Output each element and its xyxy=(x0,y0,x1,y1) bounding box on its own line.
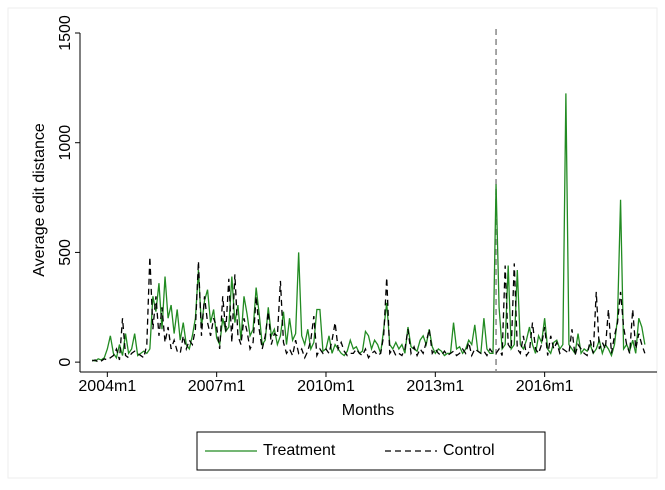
x-axis-label: Months xyxy=(342,402,394,419)
x-tick-label: 2007m1 xyxy=(188,378,246,395)
chart-background xyxy=(7,7,658,479)
legend-label: Control xyxy=(443,442,495,459)
y-tick-label: 1500 xyxy=(57,15,74,51)
y-tick-label: 0 xyxy=(57,358,74,367)
legend-label: Treatment xyxy=(263,442,336,459)
x-tick-label: 2004m1 xyxy=(78,378,136,395)
y-axis-label: Average edit distance xyxy=(31,123,48,277)
y-tick-label: 500 xyxy=(57,239,74,266)
x-tick-label: 2013m1 xyxy=(406,378,464,395)
x-tick-label: 2016m1 xyxy=(516,378,574,395)
series-line xyxy=(91,256,646,363)
x-tick-label: 2010m1 xyxy=(297,378,355,395)
y-tick-label: 1000 xyxy=(57,125,74,161)
